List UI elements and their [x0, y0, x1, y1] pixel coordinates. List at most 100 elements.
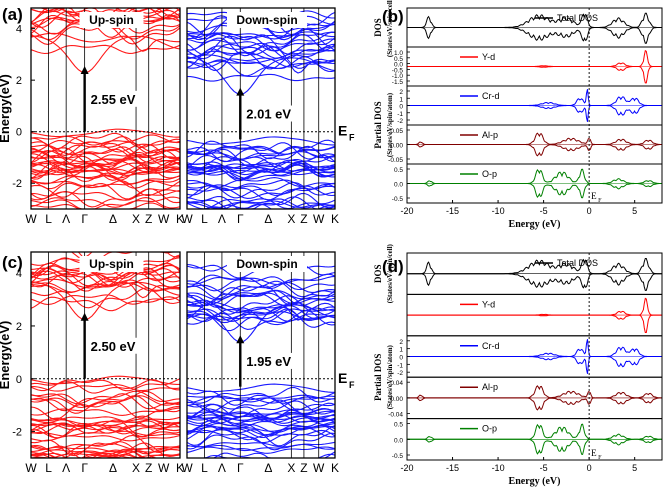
- band-k-label: Z: [300, 461, 307, 475]
- band-line: [186, 280, 336, 300]
- spin-label-bg: [79, 256, 144, 272]
- band-line: [186, 166, 336, 173]
- dos-curve: [407, 356, 662, 374]
- band-line: [186, 424, 336, 436]
- dos-y-tick-label: -0.05: [388, 157, 403, 164]
- band-k-label: Δ: [109, 461, 117, 475]
- gap-arrow-head: [80, 312, 89, 321]
- dos-curve: [407, 27, 662, 44]
- dos-y-tick-label: 0: [399, 104, 403, 111]
- band-line: [30, 14, 181, 38]
- band-k-label: W: [25, 461, 37, 475]
- dos-curve: [407, 12, 662, 28]
- dos-curve: [407, 438, 662, 455]
- dos-x-tick-label: 0: [587, 463, 592, 473]
- band-line: [186, 154, 336, 170]
- band-line: [30, 446, 181, 453]
- band-k-label: W: [313, 461, 325, 475]
- band-line: [30, 160, 181, 170]
- dos-y-tick-label: -1.0: [392, 73, 404, 80]
- band-k-label: L: [201, 461, 208, 475]
- band-line: [30, 415, 181, 428]
- band-line: [30, 32, 180, 52]
- band-k-label: Λ: [62, 212, 70, 226]
- band-k-label: K: [331, 212, 339, 226]
- panel-label-a: (a): [2, 5, 23, 24]
- dos-x-tick-label: 5: [632, 206, 637, 216]
- band-frame: [30, 251, 181, 459]
- band-line: [30, 155, 181, 163]
- band-line: [186, 310, 336, 330]
- band-line: [186, 43, 336, 59]
- band-line: [186, 402, 336, 420]
- band-k-label: Δ: [264, 461, 272, 475]
- dos-curve: [407, 132, 662, 145]
- band-k-label: Z: [300, 212, 307, 226]
- band-k-label: K: [176, 212, 184, 226]
- band-line: [30, 180, 181, 200]
- dos-y-axis-units-top: (States/eV/spin/cell): [386, 243, 394, 303]
- band-line: [186, 73, 336, 82]
- band-line: [30, 395, 181, 409]
- band-k-label: K: [176, 461, 184, 475]
- band-line: [186, 305, 335, 322]
- dos-y-tick-label: 0.5: [394, 56, 403, 63]
- band-frame: [186, 251, 336, 459]
- spin-label-bg: [79, 12, 144, 28]
- dos-y-tick-label: -2: [397, 118, 403, 125]
- band-line: [30, 452, 181, 459]
- dos-fermi-label-subscript: F: [598, 455, 602, 461]
- band-k-label: Γ: [237, 461, 244, 475]
- dos-x-tick-label: -15: [446, 463, 459, 473]
- band-line: [30, 202, 180, 210]
- dos-x-tick-label: 0: [587, 206, 592, 216]
- dos-y-tick-label: 0: [399, 355, 403, 362]
- dos-x-tick-label: -15: [446, 206, 459, 216]
- dos-x-tick-label: -5: [540, 206, 548, 216]
- band-k-label: Z: [145, 461, 152, 475]
- band-k-label: Λ: [218, 212, 226, 226]
- dos-curve: [407, 183, 662, 199]
- band-line: [30, 134, 181, 146]
- band-line: [186, 443, 336, 452]
- band-line: [186, 295, 336, 315]
- dos-y-tick-label: 0.00: [390, 143, 403, 150]
- dos-series-b-0: [407, 12, 662, 44]
- band-line: [30, 180, 181, 198]
- panel-label-d: (d): [382, 257, 404, 276]
- band-y-tick-label: -2: [12, 427, 22, 439]
- band-k-label: Δ: [109, 212, 117, 226]
- dos-x-tick-label: -20: [400, 463, 413, 473]
- dos-series-d-0: [407, 258, 662, 291]
- band-line: [186, 417, 336, 427]
- band-line: [186, 392, 336, 404]
- band-line: [30, 430, 181, 437]
- band-line: [186, 383, 335, 393]
- gap-label: 2.55 eV: [91, 92, 136, 107]
- band-line: [186, 421, 336, 434]
- band-line: [31, 281, 181, 321]
- band-line: [30, 175, 181, 185]
- band-line: [30, 164, 181, 183]
- fermi-label-subscript: F: [349, 133, 355, 143]
- panel-label-c: (c): [2, 253, 23, 272]
- dos-legend-label: O-p: [482, 169, 497, 179]
- band-frame: [186, 7, 336, 210]
- dos-y-axis-label-top: DOS: [373, 264, 383, 283]
- band-line: [186, 427, 336, 441]
- band-line: [186, 136, 335, 146]
- band-line: [30, 419, 181, 439]
- band-line: [186, 446, 336, 454]
- dos-y-tick-label: -2: [397, 370, 403, 377]
- dos-series-d-1: [407, 297, 662, 333]
- band-line: [30, 407, 181, 416]
- dos-y-tick-label: -1: [397, 362, 403, 369]
- spin-label: Down-spin: [236, 13, 297, 27]
- band-line: [30, 393, 181, 412]
- band-line: [186, 301, 335, 321]
- dos-y-tick-label: 0.5: [394, 422, 403, 429]
- dos-y-axis-units-bottom: (States/eV/spin/atom): [386, 92, 394, 157]
- band-line: [30, 379, 180, 394]
- band-line: [30, 44, 181, 55]
- band-line: [186, 397, 336, 412]
